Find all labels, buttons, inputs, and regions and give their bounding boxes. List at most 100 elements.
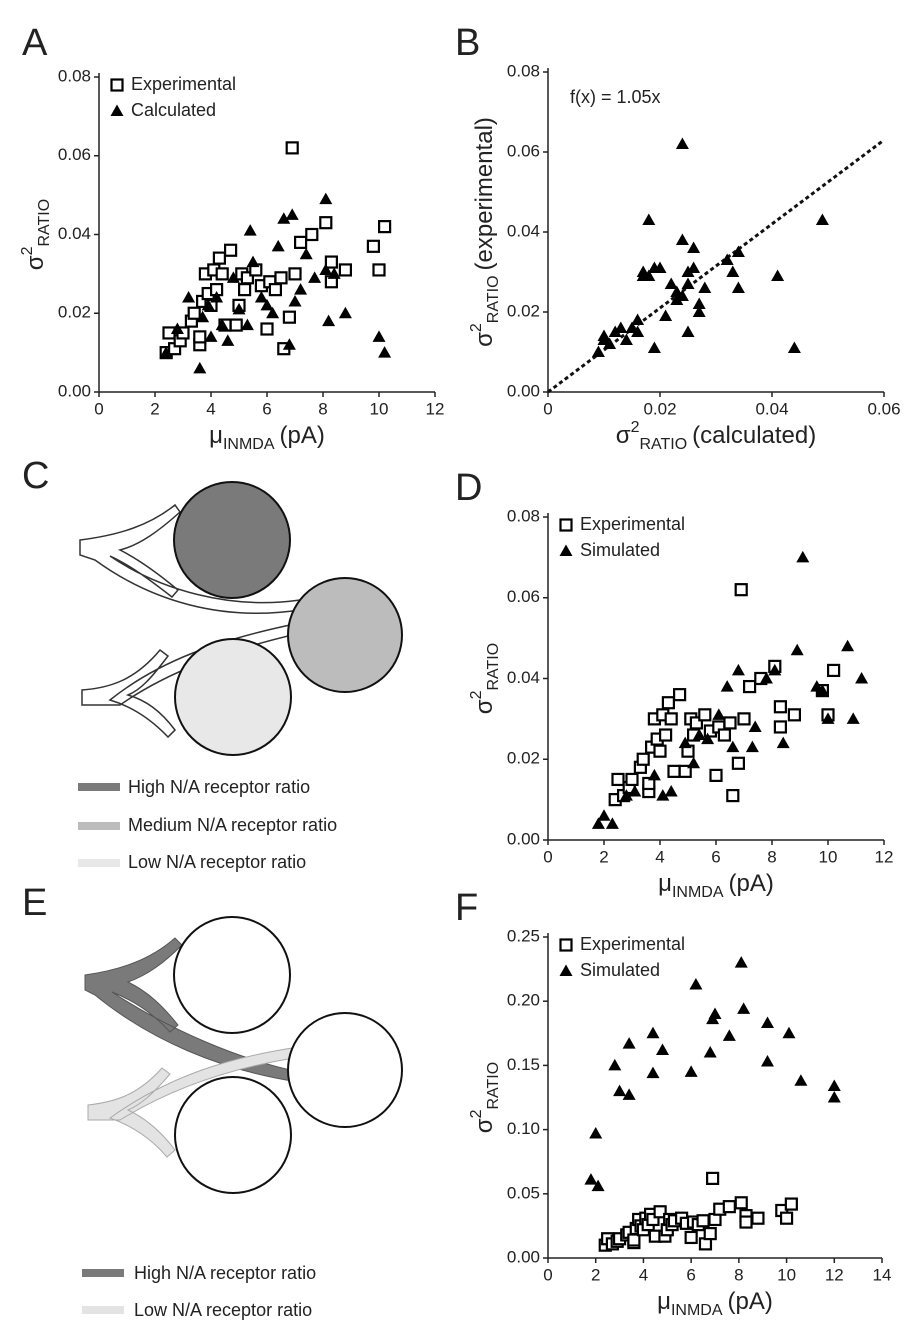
- marker-triangle: [821, 712, 835, 724]
- spine-head: [173, 916, 291, 1034]
- panel-letter: E: [22, 882, 47, 924]
- marker-square: [751, 1211, 765, 1225]
- axis-label-part: INMDA: [672, 884, 724, 901]
- marker-triangle: [675, 137, 689, 149]
- marker-triangle: [299, 247, 313, 260]
- axis-label-part: μ: [209, 422, 223, 449]
- marker-triangle: [646, 1066, 660, 1079]
- panel-letter: D: [455, 467, 482, 509]
- marker-triangle: [692, 297, 706, 309]
- panel-letter: F: [455, 887, 478, 929]
- marker-triangle: [193, 361, 207, 374]
- marker-triangle: [372, 330, 386, 342]
- marker-square: [625, 772, 639, 787]
- legend-swatch: [78, 822, 120, 830]
- fit-line: [547, 138, 885, 394]
- marker-triangle: [827, 1079, 841, 1091]
- x-tick-label: 10: [819, 847, 838, 866]
- marker-triangle: [675, 289, 689, 301]
- marker-triangle: [846, 712, 860, 724]
- axis-label-part: 2: [468, 323, 485, 332]
- axis-label-part: RATIO: [485, 643, 502, 691]
- marker-square: [282, 310, 296, 324]
- axis-label-part: σ: [471, 1118, 498, 1133]
- marker-square: [559, 938, 573, 952]
- y-tick-label: 0.02: [58, 303, 91, 322]
- marker-triangle: [787, 341, 801, 353]
- marker-square: [739, 1215, 753, 1229]
- marker-triangle: [308, 271, 322, 283]
- marker-triangle: [327, 267, 341, 279]
- marker-triangle: [605, 817, 619, 829]
- marker-triangle: [760, 1016, 774, 1029]
- marker-triangle: [319, 263, 333, 275]
- y-tick-label: 0.06: [507, 587, 540, 606]
- x-tick-label: 4: [206, 399, 215, 418]
- marker-triangle: [204, 330, 218, 342]
- spine-head: [174, 1076, 292, 1194]
- marker-square: [784, 1197, 798, 1211]
- marker-square: [653, 1205, 667, 1219]
- axis-label-part: (experimental): [471, 117, 498, 270]
- marker-square: [717, 728, 732, 742]
- marker-triangle: [687, 241, 701, 253]
- marker-triangle: [647, 341, 661, 353]
- marker-triangle: [748, 720, 762, 732]
- marker-triangle: [664, 277, 678, 289]
- marker-triangle: [619, 789, 633, 801]
- y-tick-label: 0.00: [507, 1247, 540, 1266]
- marker-triangle: [271, 239, 285, 252]
- marker-triangle: [159, 346, 173, 358]
- marker-triangle: [254, 291, 268, 303]
- marker-triangle: [559, 964, 573, 976]
- marker-triangle: [277, 212, 291, 224]
- x-tick-label: 0: [543, 1265, 552, 1284]
- marker-triangle: [215, 318, 229, 331]
- axis-label: σ2RATIO (calculated): [616, 419, 816, 453]
- marker-square: [268, 283, 282, 297]
- marker-square: [661, 696, 676, 710]
- marker-square: [734, 1196, 748, 1210]
- marker-triangle: [782, 1026, 796, 1039]
- marker-triangle: [656, 1043, 670, 1055]
- marker-triangle: [232, 302, 246, 315]
- axis-label-part: 2: [19, 246, 36, 255]
- marker-square: [288, 267, 302, 281]
- legend-text: Low N/A receptor ratio: [134, 1300, 312, 1320]
- y-tick-label: 0.06: [58, 145, 91, 164]
- marker-square: [689, 716, 704, 730]
- marker-triangle: [622, 1037, 636, 1049]
- panel-letter: A: [22, 22, 48, 64]
- marker-triangle: [597, 809, 611, 821]
- marker-triangle: [378, 346, 392, 358]
- marker-triangle: [712, 708, 726, 720]
- marker-triangle: [603, 337, 617, 349]
- axis-label-part: (calculated): [692, 422, 816, 449]
- marker-square: [559, 518, 573, 532]
- marker-square: [285, 141, 299, 155]
- marker-square: [294, 235, 308, 249]
- marker-triangle: [642, 213, 656, 225]
- marker-triangle: [796, 550, 810, 563]
- marker-square: [664, 712, 678, 726]
- marker-triangle: [246, 255, 260, 268]
- marker-square: [684, 1230, 698, 1245]
- marker-triangle: [591, 1179, 605, 1192]
- marker-triangle: [734, 956, 748, 968]
- x-tick-label: 4: [655, 847, 664, 866]
- axis-label-part: RATIO: [36, 199, 53, 247]
- spine-head: [173, 481, 291, 599]
- marker-triangle: [689, 978, 703, 990]
- marker-square: [779, 1211, 794, 1225]
- y-tick-label: 0.06: [507, 141, 540, 160]
- marker-triangle: [692, 305, 706, 317]
- y-tick-label: 0.00: [507, 829, 540, 848]
- marker-triangle: [260, 298, 274, 311]
- marker-triangle: [584, 1173, 598, 1185]
- marker-square: [723, 716, 737, 730]
- marker-square: [737, 712, 751, 726]
- marker-square: [366, 239, 380, 253]
- x-tick-label: 2: [599, 847, 608, 866]
- marker-triangle: [720, 680, 734, 692]
